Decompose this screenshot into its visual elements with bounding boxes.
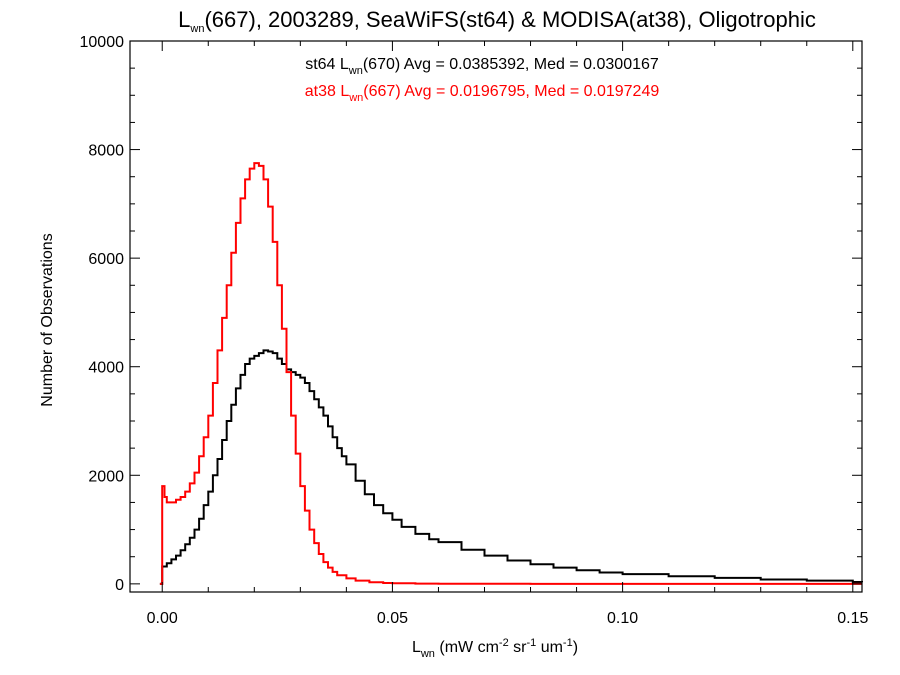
title-prefix: L [178,7,190,32]
at38-stats-subscript: wn [348,92,363,104]
y-tick-label: 2000 [88,468,124,485]
x-title-subscript: wn [420,648,435,660]
st64-stats-annotation: st64 Lwn(670) Avg = 0.0385392, Med = 0.0… [305,56,659,77]
x-tick-label: 0.10 [607,610,638,627]
x-title-unit-3: um [536,639,563,656]
plot-frame [129,40,863,593]
series-at38-line [159,162,862,585]
y-tick-label: 10000 [80,34,125,51]
series-st64-line [159,349,863,585]
st64-stats-suffix: (670) Avg = 0.0385392, Med = 0.0300167 [363,56,659,73]
st64-stats-subscript: wn [348,65,363,77]
title-suffix: (667), 2003289, SeaWiFS(st64) & MODISA(a… [204,7,815,32]
x-title-prefix: L [412,639,421,656]
chart-title: Lwn(667), 2003289, SeaWiFS(st64) & MODIS… [178,7,816,35]
x-axis-title: Lwn (mW cm-2 sr-1 um-1) [412,637,578,660]
at38-stats-annotation: at38 Lwn(667) Avg = 0.0196795, Med = 0.0… [305,83,660,104]
y-axis-title: Number of Observations [39,233,56,406]
title-subscript: wn [189,23,204,35]
x-title-unit-1: (mW cm [435,639,499,656]
x-tick-label: 0.00 [147,610,178,627]
x-tick-label: 0.15 [837,610,868,627]
x-title-unit-2: sr [509,639,527,656]
y-tick-label: 0 [115,577,124,594]
x-title-exponent-3: -1 [563,637,573,649]
y-tick-label: 4000 [88,360,124,377]
x-title-exponent-2: -1 [526,637,536,649]
st64-stats-prefix: st64 L [305,56,349,73]
y-tick-label: 8000 [88,143,124,160]
x-tick-label: 0.05 [377,610,408,627]
plot-area: 0.00 0.05 0.10 0.15 0 2000 4000 6000 8000 10000 [80,34,869,627]
x-title-exponent-1: -2 [499,637,509,649]
y-tick-label: 6000 [88,251,124,268]
at38-stats-suffix: (667) Avg = 0.0196795, Med = 0.0197249 [363,83,659,100]
at38-stats-prefix: at38 L [305,83,350,100]
x-title-unit-4: ) [573,639,578,656]
